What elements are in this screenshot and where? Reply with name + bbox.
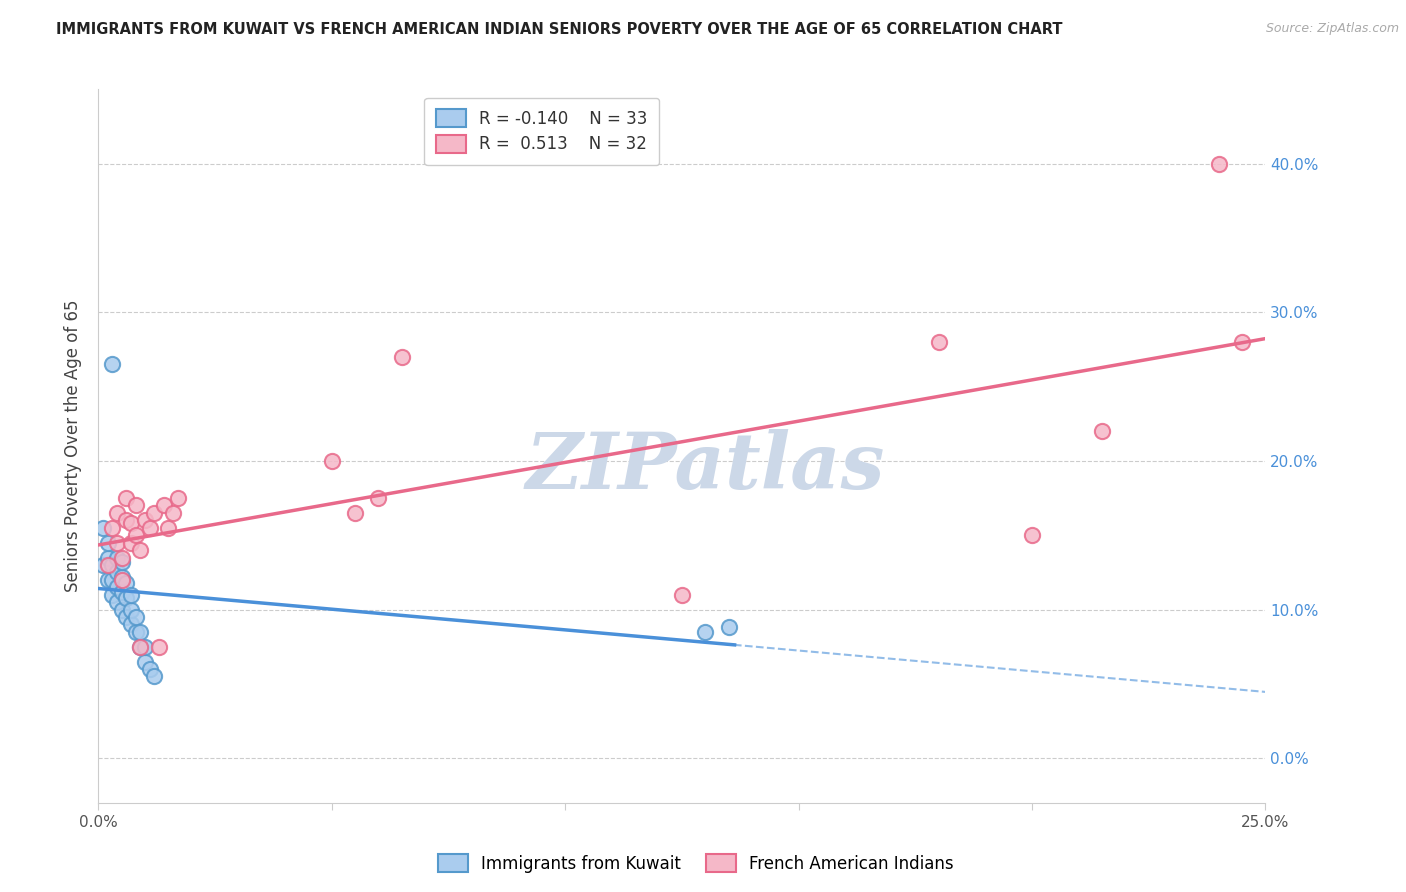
Point xyxy=(157,521,180,535)
Point xyxy=(115,491,138,505)
Point xyxy=(139,662,162,676)
Point xyxy=(152,499,174,513)
Point xyxy=(111,555,134,569)
Point xyxy=(1091,424,1114,438)
Point xyxy=(115,513,138,527)
Point xyxy=(125,624,148,639)
Point xyxy=(120,617,142,632)
Point xyxy=(101,588,124,602)
Point xyxy=(166,491,188,505)
Point xyxy=(105,580,128,594)
Point xyxy=(105,595,128,609)
Point xyxy=(321,454,343,468)
Text: IMMIGRANTS FROM KUWAIT VS FRENCH AMERICAN INDIAN SENIORS POVERTY OVER THE AGE OF: IMMIGRANTS FROM KUWAIT VS FRENCH AMERICA… xyxy=(56,22,1063,37)
Point xyxy=(148,640,170,654)
Point xyxy=(111,573,134,587)
Point xyxy=(129,624,152,639)
Legend: R = -0.140    N = 33, R =  0.513    N = 32: R = -0.140 N = 33, R = 0.513 N = 32 xyxy=(425,97,659,165)
Point xyxy=(105,550,128,565)
Point xyxy=(111,570,134,584)
Point xyxy=(120,602,142,616)
Point xyxy=(134,655,156,669)
Point xyxy=(162,506,184,520)
Point xyxy=(125,528,148,542)
Point xyxy=(101,558,124,572)
Point xyxy=(120,535,142,549)
Point xyxy=(134,513,156,527)
Point xyxy=(367,491,389,505)
Point xyxy=(115,575,138,590)
Point xyxy=(111,584,134,599)
Point xyxy=(101,573,124,587)
Text: Source: ZipAtlas.com: Source: ZipAtlas.com xyxy=(1265,22,1399,36)
Point xyxy=(125,499,148,513)
Point xyxy=(111,550,134,565)
Point xyxy=(695,624,717,639)
Point xyxy=(115,610,138,624)
Point xyxy=(391,350,413,364)
Point xyxy=(97,535,120,549)
Point xyxy=(129,543,152,558)
Point xyxy=(97,573,120,587)
Point xyxy=(134,640,156,654)
Point xyxy=(1021,528,1043,542)
Point xyxy=(101,357,124,371)
Point xyxy=(344,506,367,520)
Point xyxy=(91,558,114,572)
Point xyxy=(139,521,162,535)
Point xyxy=(91,521,114,535)
Legend: Immigrants from Kuwait, French American Indians: Immigrants from Kuwait, French American … xyxy=(432,847,960,880)
Y-axis label: Seniors Poverty Over the Age of 65: Seniors Poverty Over the Age of 65 xyxy=(65,300,83,592)
Point xyxy=(125,610,148,624)
Point xyxy=(717,620,740,634)
Point xyxy=(143,669,166,683)
Point xyxy=(105,535,128,549)
Point xyxy=(143,506,166,520)
Point xyxy=(101,521,124,535)
Point xyxy=(129,640,152,654)
Point xyxy=(129,640,152,654)
Point xyxy=(671,588,693,602)
Text: ZIPatlas: ZIPatlas xyxy=(526,429,884,506)
Point xyxy=(105,506,128,520)
Point xyxy=(111,602,134,616)
Point xyxy=(120,516,142,531)
Point xyxy=(97,550,120,565)
Point xyxy=(105,566,128,580)
Point xyxy=(1208,156,1230,170)
Point xyxy=(97,558,120,572)
Point xyxy=(120,588,142,602)
Point xyxy=(1230,334,1253,349)
Point xyxy=(928,334,950,349)
Point xyxy=(115,591,138,605)
